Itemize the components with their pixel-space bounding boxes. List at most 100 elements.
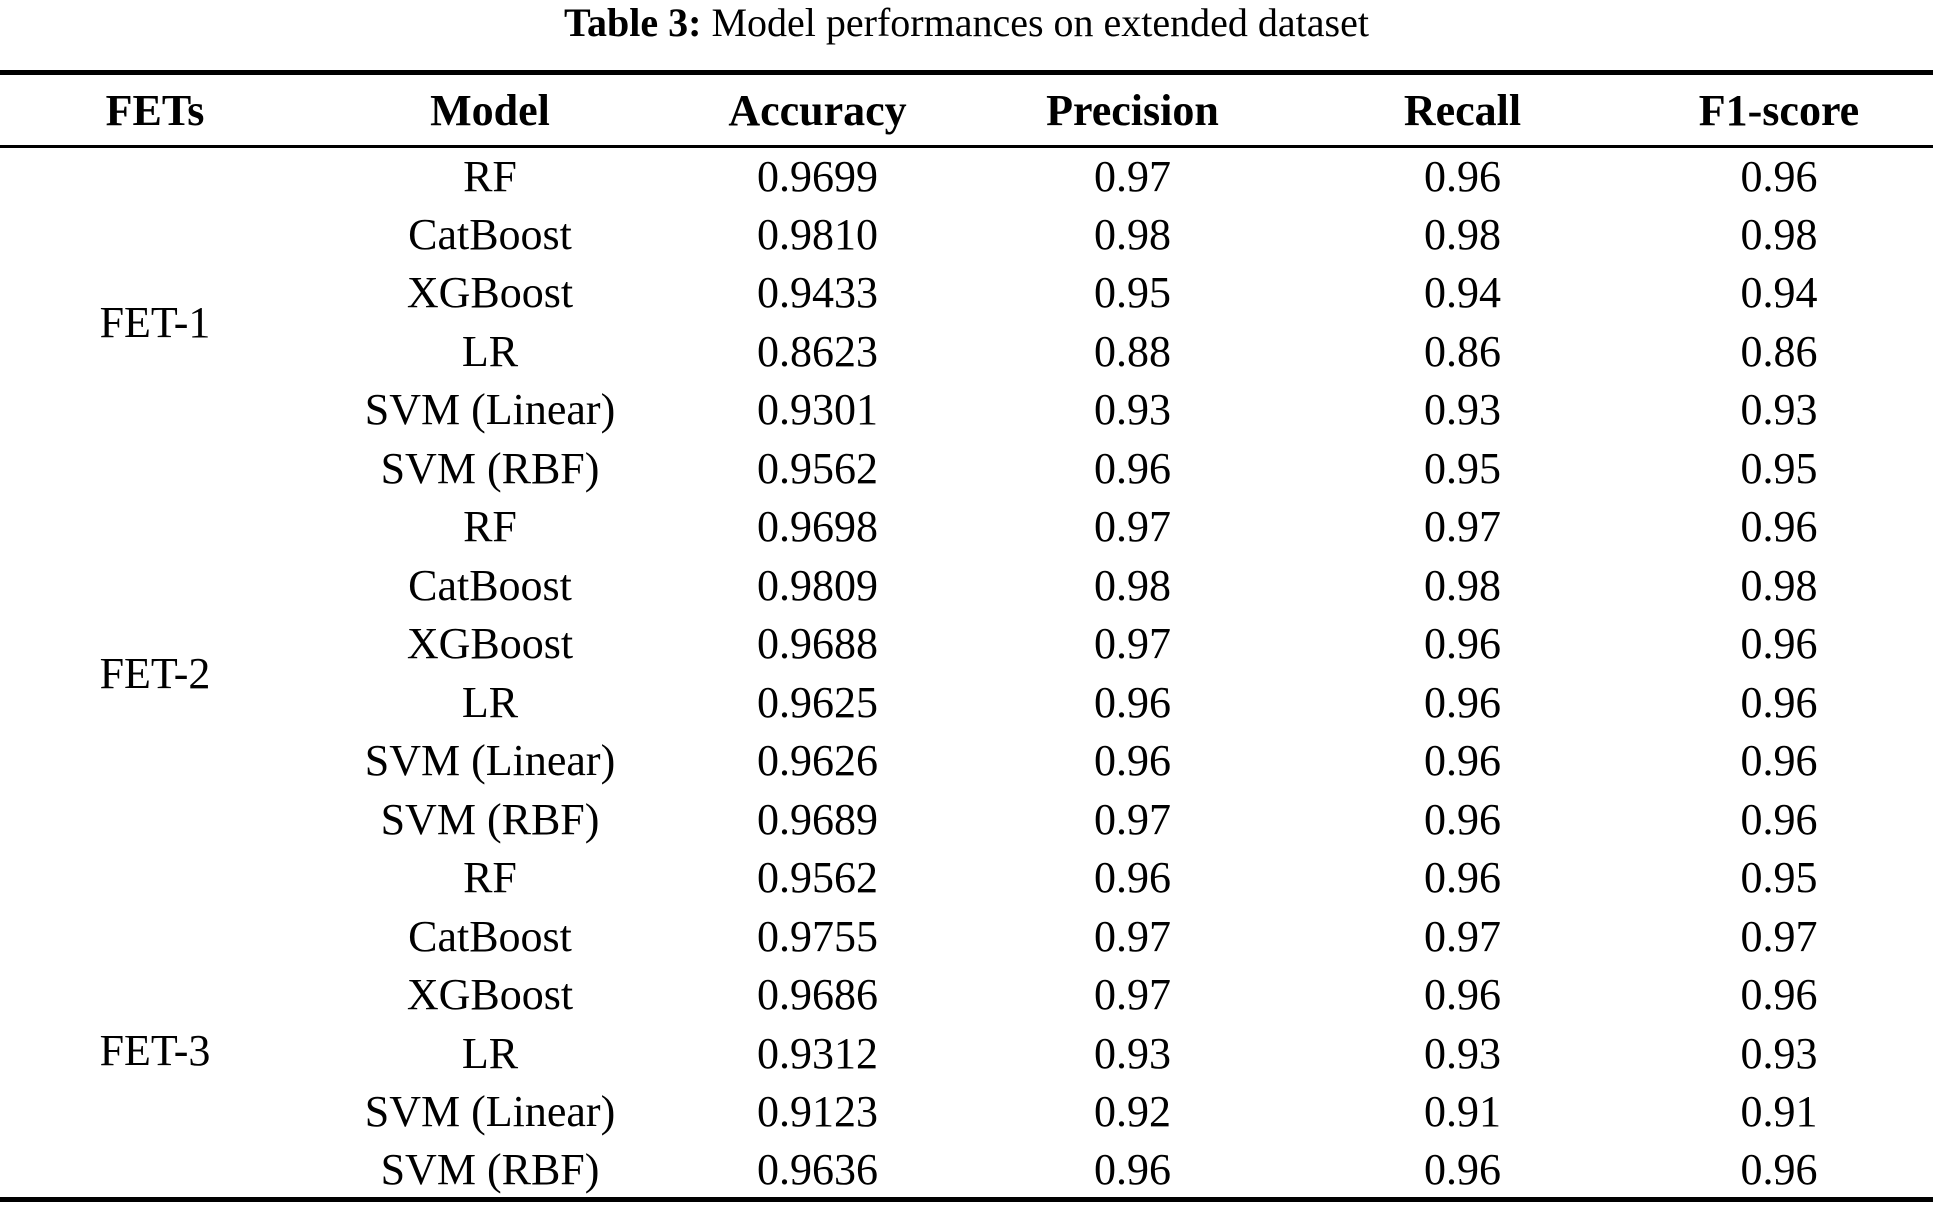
- cell-precision: 0.97: [1094, 794, 1171, 844]
- cell-precision: 0.96: [1094, 443, 1171, 493]
- cell-recall: 0.96: [1424, 736, 1501, 786]
- table-caption-label: Table 3:: [564, 0, 702, 45]
- table-row: FET-2 RF 0.9698 0.97 0.97 0.96: [0, 498, 1933, 697]
- cell-accuracy: 0.9562: [757, 443, 878, 493]
- table-row: LR 0.9312 0.93 0.93 0.93: [0, 1024, 1933, 1083]
- cell-model: LR: [461, 677, 519, 727]
- fet-group-cell-2: FET-2: [0, 498, 310, 849]
- table-row: CatBoost 0.9755 0.97 0.97 0.97: [0, 907, 1933, 966]
- cell-f1: 0.96: [1740, 502, 1818, 552]
- cell-model: SVM (Linear): [364, 1087, 616, 1137]
- cell-f1: 0.93: [1740, 1028, 1818, 1078]
- cell-recall: 0.93: [1424, 1028, 1501, 1078]
- cell-recall: 0.96: [1424, 794, 1501, 844]
- cell-accuracy: 0.9625: [757, 677, 878, 727]
- column-header-f1-score: F1-score: [1698, 85, 1860, 135]
- table-row: XGBoost 0.9433 0.95 0.94 0.94: [0, 264, 1933, 323]
- column-header-accuracy: Accuracy: [728, 85, 907, 135]
- cell-recall: 0.91: [1424, 1087, 1501, 1137]
- cell-recall: 0.96: [1424, 619, 1501, 669]
- cell-f1: 0.96: [1740, 619, 1818, 669]
- cell-accuracy: 0.9123: [757, 1087, 878, 1137]
- table-row: SVM (Linear) 0.9626 0.96 0.96 0.96: [0, 732, 1933, 791]
- table-caption-text: Model performances on extended dataset: [711, 0, 1369, 45]
- cell-accuracy: 0.9698: [757, 502, 878, 552]
- cell-model: RF: [463, 853, 517, 903]
- cell-f1: 0.96: [1740, 736, 1818, 786]
- cell-accuracy: 0.9312: [757, 1028, 878, 1078]
- fet-group-label: FET-1: [99, 298, 211, 348]
- cell-precision: 0.96: [1094, 853, 1171, 903]
- cell-model: XGBoost: [406, 619, 574, 669]
- cell-model: RF: [463, 502, 517, 552]
- cell-model: SVM (RBF): [380, 794, 600, 844]
- cell-recall: 0.94: [1424, 268, 1501, 318]
- cell-f1: 0.98: [1740, 560, 1818, 610]
- table-row: SVM (RBF) 0.9636 0.96 0.96 0.96: [0, 1141, 1933, 1200]
- cell-f1: 0.95: [1740, 443, 1818, 493]
- column-header-model: Model: [430, 85, 550, 135]
- cell-precision: 0.97: [1094, 152, 1171, 201]
- cell-model: LR: [461, 326, 519, 376]
- cell-recall: 0.96: [1424, 853, 1501, 903]
- header-row: FETs Model Accuracy Precision Recall F1-…: [0, 73, 1933, 147]
- table-row: CatBoost 0.9809 0.98 0.98 0.98: [0, 556, 1933, 615]
- table-row: CatBoost 0.9810 0.98 0.98 0.98: [0, 205, 1933, 264]
- cell-precision: 0.93: [1094, 1028, 1171, 1078]
- fet-group-cell-3: FET-3: [0, 849, 310, 1200]
- cell-precision: 0.88: [1094, 326, 1171, 376]
- cell-precision: 0.97: [1094, 502, 1171, 552]
- table-row: SVM (Linear) 0.9301 0.93 0.93 0.93: [0, 381, 1933, 440]
- cell-accuracy: 0.9636: [757, 1144, 878, 1194]
- cell-accuracy: 0.9809: [757, 560, 878, 610]
- column-header-recall: Recall: [1403, 85, 1522, 135]
- table-caption: Table 3: Model performances on extended …: [0, 0, 1933, 70]
- cell-f1: 0.96: [1740, 677, 1818, 727]
- cell-precision: 0.98: [1094, 560, 1171, 610]
- cell-recall: 0.98: [1424, 560, 1501, 610]
- cell-accuracy: 0.9810: [757, 209, 878, 259]
- cell-f1: 0.95: [1740, 853, 1818, 903]
- cell-precision: 0.97: [1094, 911, 1171, 961]
- cell-model: XGBoost: [406, 970, 574, 1020]
- column-header-precision: Precision: [1046, 85, 1219, 135]
- cell-precision: 0.97: [1094, 619, 1171, 669]
- cell-recall: 0.96: [1424, 152, 1501, 201]
- cell-recall: 0.96: [1424, 677, 1501, 727]
- cell-accuracy: 0.9301: [757, 385, 878, 435]
- cell-recall: 0.98: [1424, 209, 1501, 259]
- cell-model: CatBoost: [408, 560, 572, 610]
- table-row: LR 0.9625 0.96 0.96 0.96: [0, 673, 1933, 732]
- cell-precision: 0.98: [1094, 209, 1171, 259]
- cell-f1: 0.96: [1740, 152, 1818, 201]
- cell-accuracy: 0.9688: [757, 619, 878, 669]
- cell-f1: 0.96: [1740, 970, 1818, 1020]
- cell-accuracy: 0.9562: [757, 853, 878, 903]
- cell-f1: 0.94: [1740, 268, 1818, 318]
- cell-accuracy: 0.9626: [757, 736, 878, 786]
- cell-precision: 0.92: [1094, 1087, 1171, 1137]
- table-row: SVM (RBF) 0.9689 0.97 0.96 0.96: [0, 790, 1933, 849]
- cell-recall: 0.96: [1424, 970, 1501, 1020]
- cell-recall: 0.96: [1424, 1144, 1501, 1194]
- cell-precision: 0.96: [1094, 677, 1171, 727]
- cell-recall: 0.97: [1424, 911, 1501, 961]
- cell-model: SVM (Linear): [364, 385, 616, 435]
- cell-model: XGBoost: [406, 268, 574, 318]
- cell-model: CatBoost: [408, 209, 572, 259]
- cell-f1: 0.91: [1740, 1087, 1818, 1137]
- cell-f1: 0.96: [1740, 1144, 1818, 1194]
- cell-accuracy: 0.9689: [757, 794, 878, 844]
- table-row: XGBoost 0.9686 0.97 0.96 0.96: [0, 966, 1933, 1025]
- table-row: XGBoost 0.9688 0.97 0.96 0.96: [0, 615, 1933, 674]
- cell-f1: 0.93: [1740, 385, 1818, 435]
- cell-model: SVM (Linear): [364, 736, 616, 786]
- cell-accuracy: 0.9699: [757, 152, 878, 201]
- table-row: SVM (RBF) 0.9562 0.96 0.95 0.95: [0, 439, 1933, 498]
- cell-model: SVM (RBF): [380, 1144, 600, 1194]
- cell-model: CatBoost: [408, 911, 572, 961]
- cell-precision: 0.96: [1094, 736, 1171, 786]
- column-header-fets: FETs: [105, 85, 205, 135]
- fet-group-cell-1: FET-1: [0, 147, 310, 498]
